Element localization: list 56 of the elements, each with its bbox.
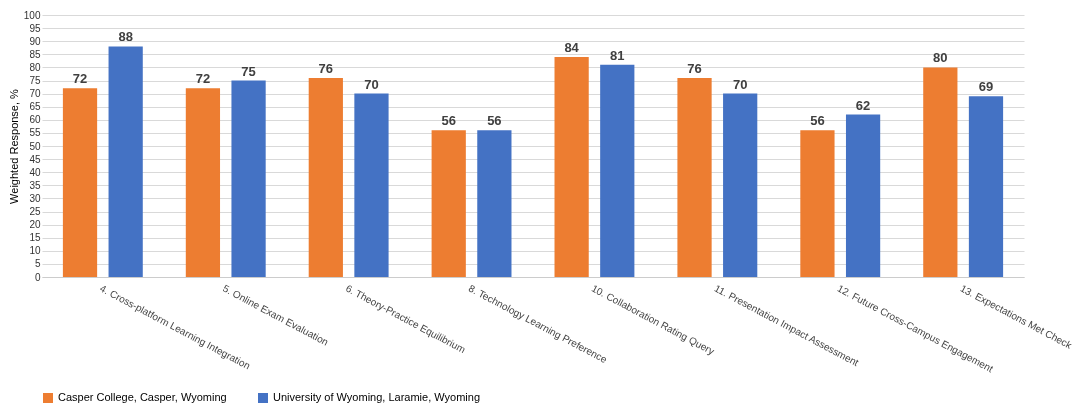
bar bbox=[477, 130, 512, 277]
bar bbox=[845, 114, 881, 277]
data-label: 81 bbox=[610, 47, 625, 63]
y-tick-label: 90 bbox=[29, 35, 41, 47]
y-tick-label: 95 bbox=[29, 22, 41, 34]
data-label: 70 bbox=[364, 76, 379, 92]
y-tick-label: 75 bbox=[29, 75, 41, 86]
bar bbox=[677, 77, 712, 277]
bar bbox=[231, 80, 266, 277]
data-label: 80 bbox=[933, 50, 948, 66]
y-tick-label: 40 bbox=[29, 166, 41, 178]
data-label: 76 bbox=[318, 60, 334, 76]
data-label: 56 bbox=[487, 113, 502, 129]
bar bbox=[62, 88, 98, 277]
bar bbox=[554, 56, 589, 277]
y-tick-label: 5 bbox=[34, 258, 41, 270]
y-tick-label: 50 bbox=[29, 140, 41, 152]
bar bbox=[800, 130, 835, 277]
y-tick-label: 15 bbox=[29, 232, 41, 244]
y-tick-label: 55 bbox=[29, 127, 41, 139]
data-label: 84 bbox=[564, 39, 580, 55]
y-tick-label: 85 bbox=[29, 48, 41, 60]
y-tick-label: 35 bbox=[29, 179, 41, 191]
bar bbox=[185, 88, 221, 277]
y-tick-label: 45 bbox=[29, 153, 41, 165]
y-tick-label: 100 bbox=[23, 9, 41, 21]
bar bbox=[431, 130, 466, 277]
bar bbox=[354, 93, 389, 277]
y-tick-label: 10 bbox=[29, 245, 41, 257]
bar bbox=[108, 46, 143, 277]
data-label: 88 bbox=[118, 29, 133, 45]
bar bbox=[723, 93, 758, 277]
data-label: 56 bbox=[810, 113, 825, 129]
y-tick-label: 70 bbox=[29, 88, 41, 100]
data-label: 69 bbox=[978, 79, 994, 95]
y-tick-label: 25 bbox=[29, 206, 41, 217]
y-axis-title: Weighted Response, % bbox=[7, 88, 20, 204]
y-tick-label: 65 bbox=[29, 101, 41, 113]
bar bbox=[600, 64, 635, 277]
data-label: 72 bbox=[195, 71, 211, 87]
data-label: 76 bbox=[687, 60, 702, 76]
bar bbox=[308, 77, 343, 277]
legend-label: University of Wyoming, Laramie, Wyoming bbox=[273, 391, 481, 403]
bar bbox=[968, 96, 1004, 277]
data-label: 62 bbox=[855, 97, 871, 113]
data-label: 72 bbox=[72, 71, 88, 87]
bar bbox=[923, 67, 958, 277]
y-tick-label: 20 bbox=[29, 219, 41, 231]
data-label: 70 bbox=[732, 76, 748, 92]
y-tick-label: 30 bbox=[29, 192, 41, 204]
legend-label: Casper College, Casper, Wyoming bbox=[58, 391, 227, 403]
y-tick-label: 0 bbox=[34, 271, 41, 283]
data-label: 75 bbox=[241, 63, 256, 79]
data-label: 56 bbox=[441, 113, 456, 129]
y-tick-label: 60 bbox=[29, 114, 41, 126]
y-tick-label: 80 bbox=[29, 61, 41, 73]
